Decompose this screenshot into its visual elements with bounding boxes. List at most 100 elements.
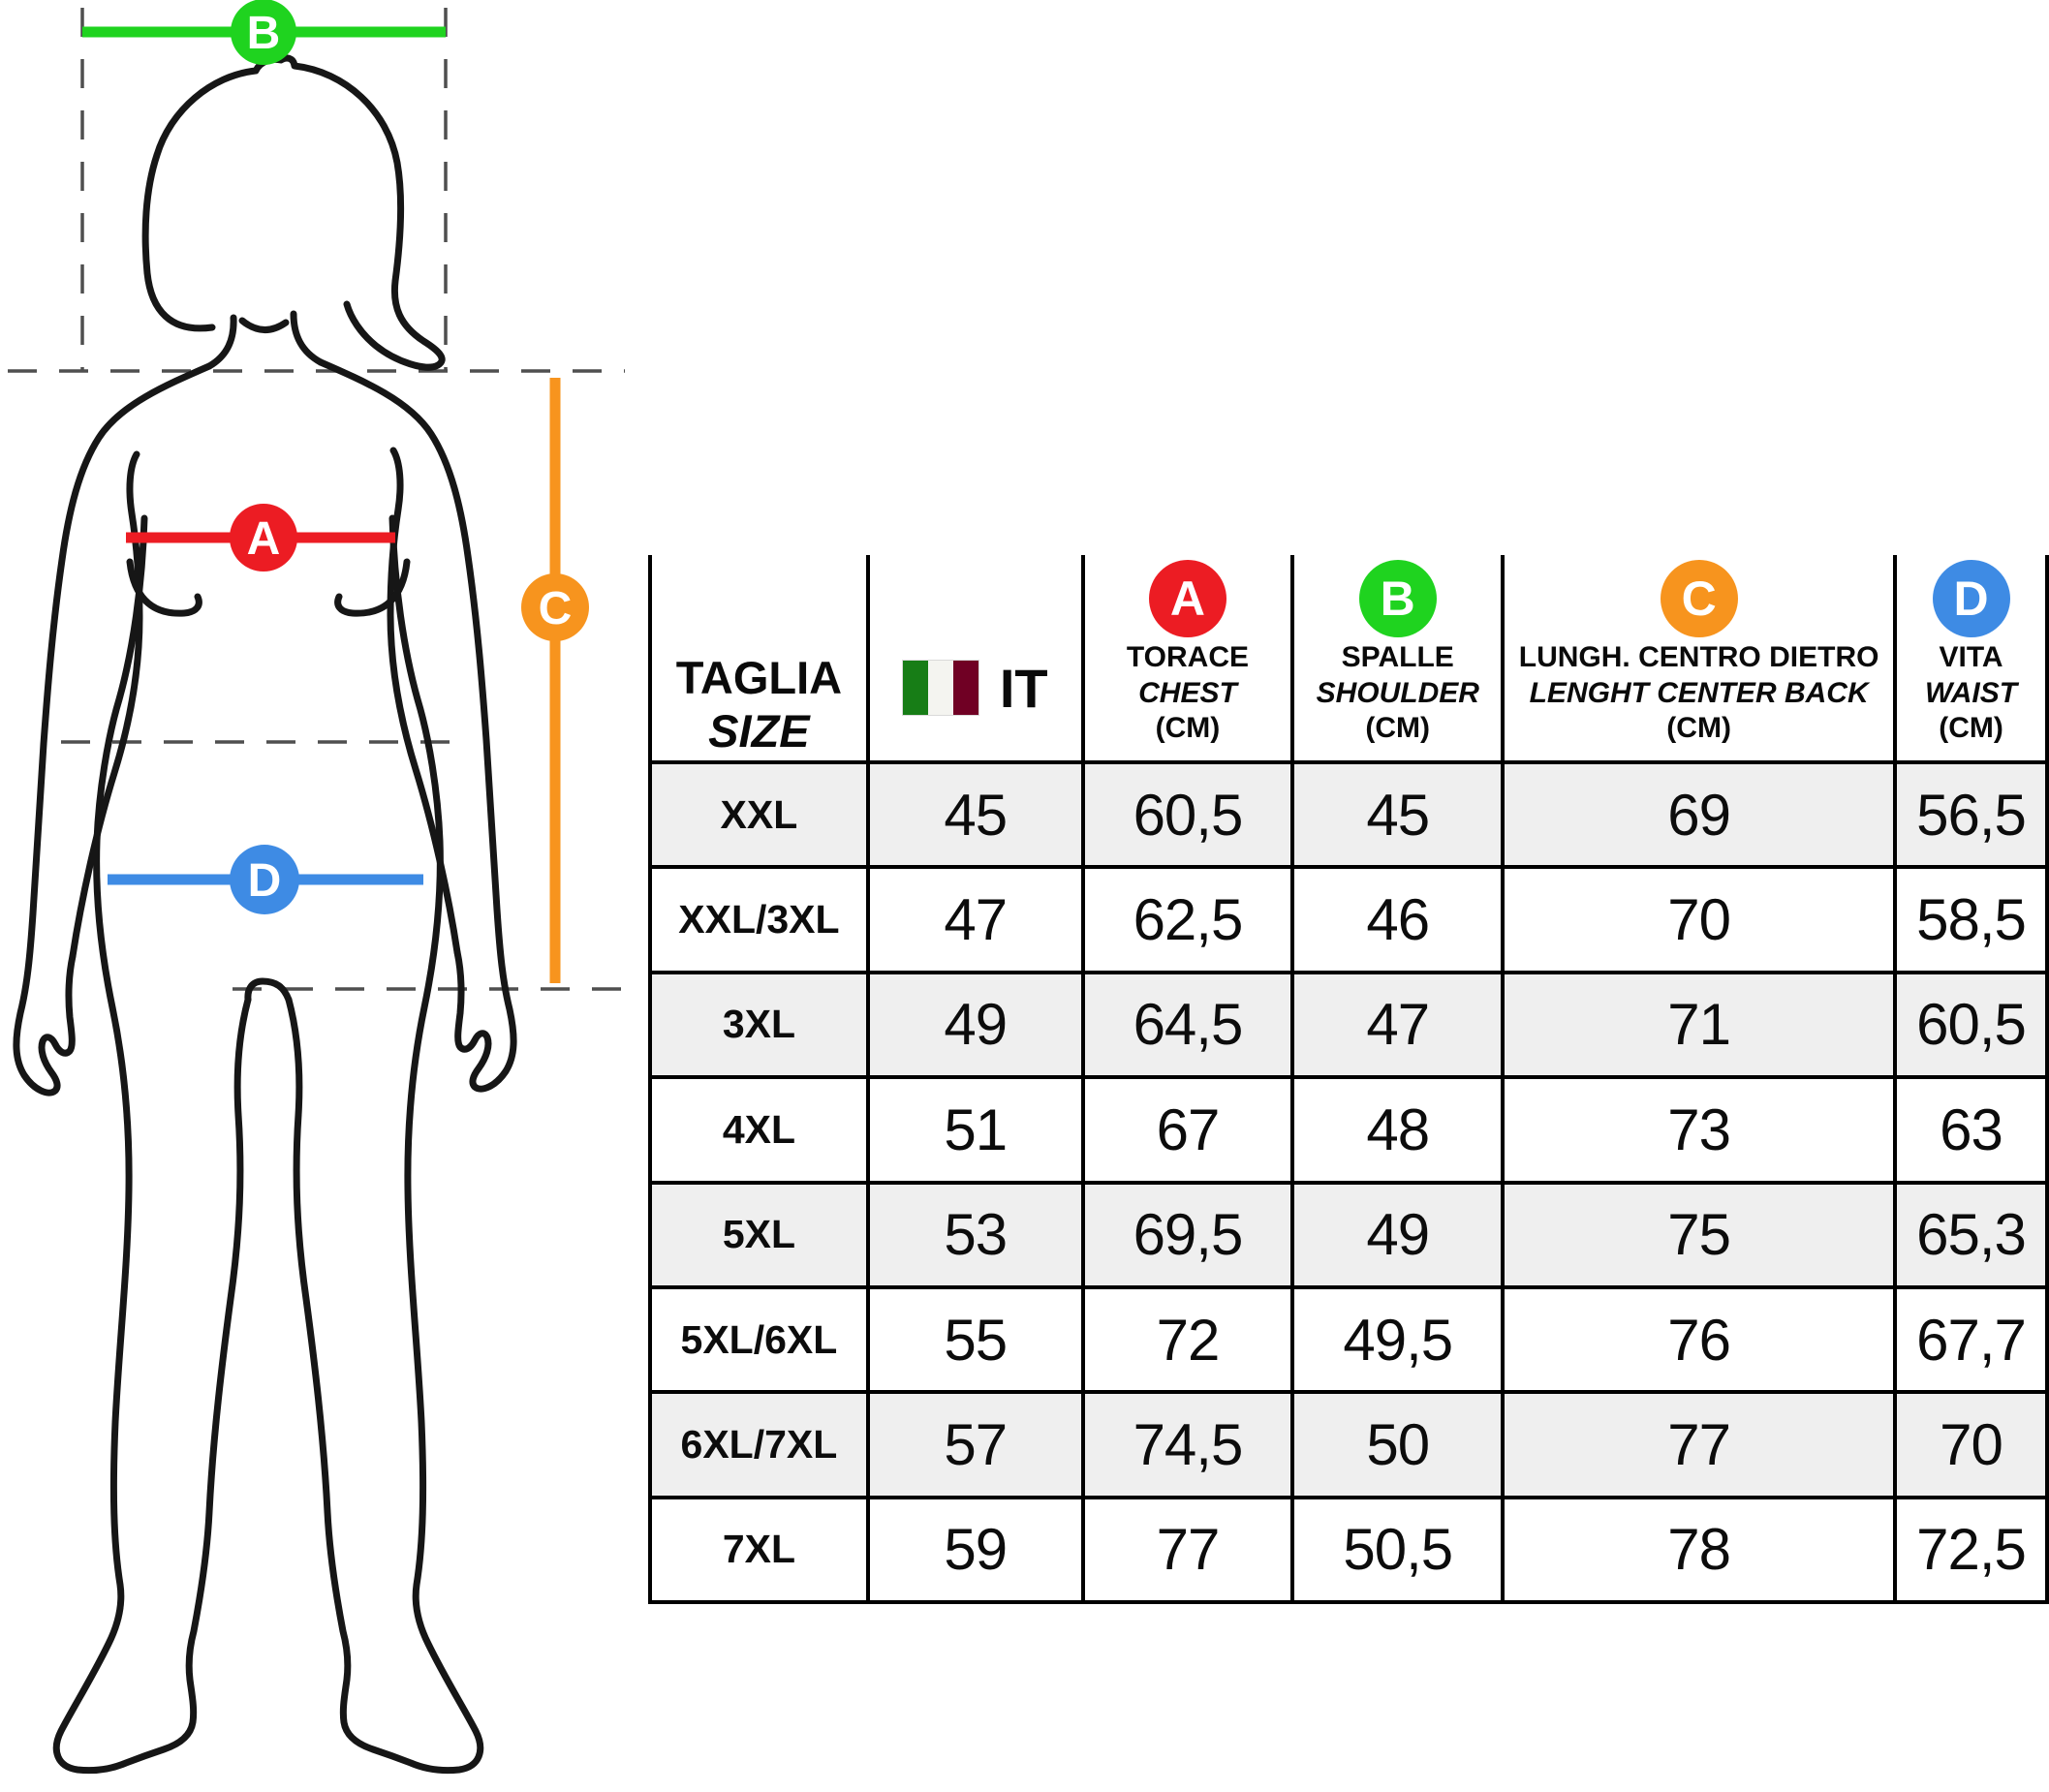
table-row: 5XL 53 69,5 49 75 65,3 (648, 1180, 2049, 1289)
size-table-header: TAGLIA SIZE IT (648, 555, 2049, 764)
chest-cell: 69,5 (1080, 1180, 1295, 1289)
neck-left (205, 314, 237, 370)
chest-cell: 64,5 (1080, 970, 1295, 1080)
hair-outline (141, 54, 446, 371)
table-row: 5XL/6XL 55 72 49,5 76 67,7 (648, 1284, 2049, 1395)
waist-cell: 56,5 (1893, 759, 2049, 870)
waist-title-it: VITA (1939, 641, 2003, 674)
size-label-en: SIZE (708, 705, 810, 757)
right-arm-inner-line (387, 447, 461, 956)
chin-line (238, 317, 290, 333)
center-back-cell: 70 (1501, 865, 1898, 974)
shoulder-badge-letter: B (1380, 572, 1415, 626)
shoulder-measure-letter: B (247, 8, 281, 59)
center-back-cell: 69 (1501, 759, 1898, 870)
shoulder-cell: 46 (1290, 865, 1506, 974)
table-row: XXL/3XL 47 62,5 46 70 58,5 (648, 865, 2049, 974)
size-label-it: TAGLIA (675, 651, 843, 703)
italy-flag-icon (902, 661, 978, 715)
center-back-badge-letter: C (1681, 572, 1717, 626)
left-body-leg-outline (52, 514, 252, 1775)
header-chest-column: A TORACE CHEST (CM) (1080, 555, 1295, 764)
table-row: 7XL 59 77 50,5 78 72,5 (648, 1495, 2049, 1605)
size-cell: 5XL (648, 1180, 870, 1289)
shoulder-cell: 50 (1290, 1390, 1506, 1499)
it-size-cell: 59 (865, 1495, 1085, 1605)
header-center-back-column: C LUNGH. CENTRO DIETRO LENGHT CENTER BAC… (1501, 555, 1898, 764)
it-size-cell: 55 (865, 1284, 1085, 1395)
table-row: 6XL/7XL 57 74,5 50 77 70 (648, 1390, 2049, 1499)
flag-stripe-green (902, 661, 928, 715)
shoulder-cell: 48 (1290, 1075, 1506, 1185)
size-cell: 7XL (648, 1495, 870, 1605)
center-back-unit: (CM) (1666, 712, 1731, 745)
size-cell: 3XL (648, 970, 870, 1080)
chest-badge-letter: A (1169, 572, 1205, 626)
it-size-cell: 53 (865, 1180, 1085, 1289)
center-back-badge: C (1660, 560, 1738, 637)
shoulder-title-en: SHOULDER (1316, 676, 1479, 709)
waist-cell: 65,3 (1893, 1180, 2049, 1289)
header-shoulder-column: B SPALLE SHOULDER (CM) (1290, 555, 1506, 764)
waist-unit: (CM) (1939, 712, 2003, 745)
female-silhouette (13, 54, 517, 1775)
center-back-title-it: LUNGH. CENTRO DIETRO (1518, 641, 1879, 674)
shoulder-unit: (CM) (1365, 712, 1431, 745)
waist-cell: 63 (1893, 1075, 2049, 1185)
shoulder-cell: 50,5 (1290, 1495, 1506, 1605)
it-size-cell: 57 (865, 1390, 1085, 1499)
center-back-cell: 73 (1501, 1075, 1898, 1185)
waist-cell: 58,5 (1893, 865, 2049, 974)
crotch-line (244, 977, 293, 1004)
it-size-cell: 45 (865, 759, 1085, 870)
table-row: 3XL 49 64,5 47 71 60,5 (648, 970, 2049, 1080)
header-waist-column: D VITA WAIST (CM) (1893, 555, 2049, 764)
guide-lines (8, 8, 635, 991)
shoulder-cell: 47 (1290, 970, 1506, 1080)
body-measurement-diagram: B A C D (8, 0, 635, 1775)
size-cell: 4XL (648, 1075, 870, 1185)
back-length-measure-badge (521, 573, 589, 641)
chest-cell: 74,5 (1080, 1390, 1295, 1499)
chest-cell: 60,5 (1080, 759, 1295, 870)
right-body-leg-outline (285, 514, 484, 1775)
country-code: IT (999, 657, 1048, 719)
waist-badge: D (1932, 560, 2010, 637)
chest-measure-letter: A (247, 513, 281, 565)
center-back-cell: 71 (1501, 970, 1898, 1080)
back-length-measure-letter: C (539, 583, 573, 634)
waist-badge-letter: D (1953, 572, 1989, 626)
waist-cell: 72,5 (1893, 1495, 2049, 1605)
flag-stripe-white (927, 661, 953, 715)
waist-title-en: WAIST (1925, 676, 2018, 709)
size-cell: XXL (648, 759, 870, 870)
waist-cell: 60,5 (1893, 970, 2049, 1080)
left-arm-outline (13, 362, 213, 1097)
chest-title-en: CHEST (1138, 676, 1237, 709)
table-row: XXL 45 60,5 45 69 56,5 (648, 759, 2049, 870)
header-country-column: IT (865, 555, 1085, 764)
flag-stripe-red (952, 661, 978, 715)
chest-cell: 67 (1080, 1075, 1295, 1185)
right-breast-line (334, 558, 411, 617)
shoulder-title-it: SPALLE (1341, 641, 1454, 674)
size-table-body: XXL 45 60,5 45 69 56,5 XXL/3XL 47 62,5 46 70 58,5 3X… (648, 759, 2049, 1605)
chest-title-it: TORACE (1126, 641, 1250, 674)
neck-right (290, 310, 325, 366)
chest-cell: 62,5 (1080, 865, 1295, 974)
it-size-cell: 51 (865, 1075, 1085, 1185)
table-row: 4XL 51 67 48 73 63 (648, 1075, 2049, 1185)
center-back-cell: 77 (1501, 1390, 1898, 1499)
size-cell: XXL/3XL (648, 865, 870, 974)
waist-measure-badge (230, 845, 299, 914)
center-back-cell: 78 (1501, 1495, 1898, 1605)
shoulder-badge: B (1358, 560, 1437, 637)
shoulder-measure-badge (231, 0, 296, 65)
size-cell: 6XL/7XL (648, 1390, 870, 1499)
chest-cell: 72 (1080, 1284, 1295, 1395)
it-size-cell: 47 (865, 865, 1085, 974)
chest-cell: 77 (1080, 1495, 1295, 1605)
waist-measure-letter: D (248, 855, 282, 907)
it-size-cell: 49 (865, 970, 1085, 1080)
